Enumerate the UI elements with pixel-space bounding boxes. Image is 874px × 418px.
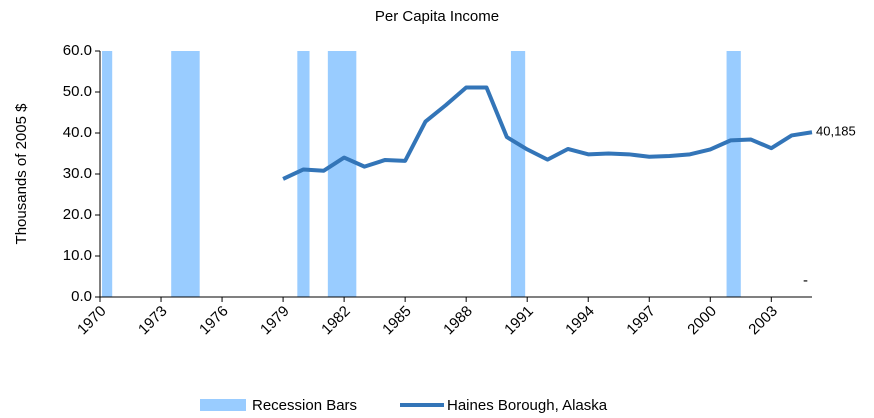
legend-label: Haines Borough, Alaska — [447, 397, 608, 414]
recession-bar — [171, 51, 200, 297]
legend-label: Recession Bars — [252, 397, 357, 414]
y-tick-label: 60.0 — [63, 42, 92, 59]
x-tick-label: 1988 — [440, 303, 476, 339]
recession-bar — [297, 51, 310, 297]
x-tick-label: 2000 — [684, 303, 720, 339]
annotation: - — [803, 272, 808, 289]
x-tick-label: 1970 — [74, 303, 110, 339]
recession-bar — [102, 51, 113, 297]
recession-bar — [726, 51, 741, 297]
x-tick-label: 1979 — [257, 303, 293, 339]
x-tick-label: 1985 — [379, 303, 415, 339]
x-tick-label: 1973 — [135, 303, 171, 339]
data-label: 40,185 — [816, 124, 856, 139]
x-tick-label: 1976 — [196, 303, 232, 339]
y-axis-label: Thousands of 2005 $ — [13, 103, 30, 245]
legend-swatch — [200, 399, 246, 411]
y-tick-label: 20.0 — [63, 206, 92, 223]
x-tick-label: 1982 — [318, 303, 354, 339]
y-tick-label: 40.0 — [63, 124, 92, 141]
x-tick-label: 1994 — [562, 303, 598, 339]
chart-title: Per Capita Income — [375, 8, 499, 25]
x-tick-label: 1997 — [623, 303, 659, 339]
x-tick-label: 2003 — [745, 303, 781, 339]
recession-bar — [327, 51, 357, 297]
x-tick-label: 1991 — [501, 303, 537, 339]
y-tick-label: 0.0 — [71, 288, 92, 305]
y-tick-label: 10.0 — [63, 247, 92, 264]
y-tick-label: 30.0 — [63, 165, 92, 182]
line — [282, 85, 813, 181]
y-tick-label: 50.0 — [63, 83, 92, 100]
recession-bar — [510, 51, 526, 297]
